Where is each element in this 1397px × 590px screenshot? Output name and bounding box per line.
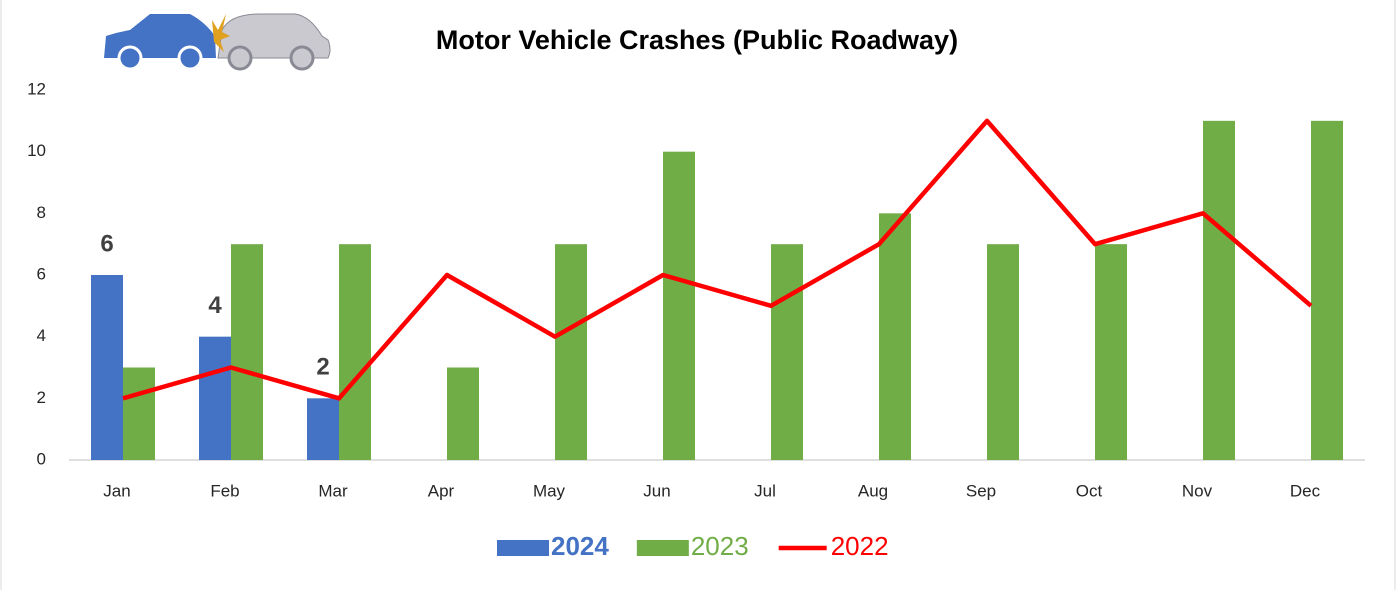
bar [447, 368, 479, 461]
bar [339, 244, 371, 460]
x-tick-label: Jul [754, 481, 776, 500]
legend-swatch [497, 540, 549, 556]
x-tick-label: Mar [318, 481, 348, 500]
x-tick-label: Jun [643, 481, 670, 500]
legend-label: 2022 [831, 531, 889, 561]
legend-label: 2023 [691, 531, 749, 561]
x-tick-label: May [533, 481, 566, 500]
bar [91, 275, 123, 460]
car-icon [104, 14, 330, 69]
x-tick-label: Jan [103, 481, 130, 500]
bar [231, 244, 263, 460]
bar [663, 152, 695, 460]
legend-label: 2024 [551, 531, 609, 561]
bar [307, 398, 339, 460]
x-tick-label: Apr [428, 481, 455, 500]
y-tick-label: 0 [37, 449, 46, 468]
y-tick-label: 6 [37, 264, 46, 283]
y-tick-label: 4 [37, 326, 46, 345]
data-label: 6 [100, 230, 113, 257]
x-tick-label: Sep [966, 481, 996, 500]
bar [555, 244, 587, 460]
bar [879, 213, 911, 460]
bar [199, 337, 231, 460]
bar [1095, 244, 1127, 460]
line [123, 121, 1311, 399]
y-tick-label: 2 [37, 388, 46, 407]
bar [1311, 121, 1343, 460]
bar [987, 244, 1019, 460]
chart: Motor Vehicle Crashes (Public Roadway) 0… [0, 0, 1397, 590]
data-label: 2 [316, 354, 329, 381]
y-tick-label: 12 [27, 79, 46, 98]
bar [771, 244, 803, 460]
x-tick-label: Dec [1290, 481, 1321, 500]
x-tick-label: Nov [1182, 481, 1213, 500]
bar [1203, 121, 1235, 460]
x-tick-label: Feb [210, 481, 239, 500]
legend-swatch [637, 540, 689, 556]
data-label: 4 [208, 292, 222, 319]
bar [123, 368, 155, 461]
y-tick-label: 10 [27, 141, 46, 160]
x-tick-label: Aug [858, 481, 888, 500]
x-tick-label: Oct [1076, 481, 1103, 500]
y-tick-label: 8 [37, 203, 46, 222]
chart-title: Motor Vehicle Crashes (Public Roadway) [436, 25, 958, 55]
